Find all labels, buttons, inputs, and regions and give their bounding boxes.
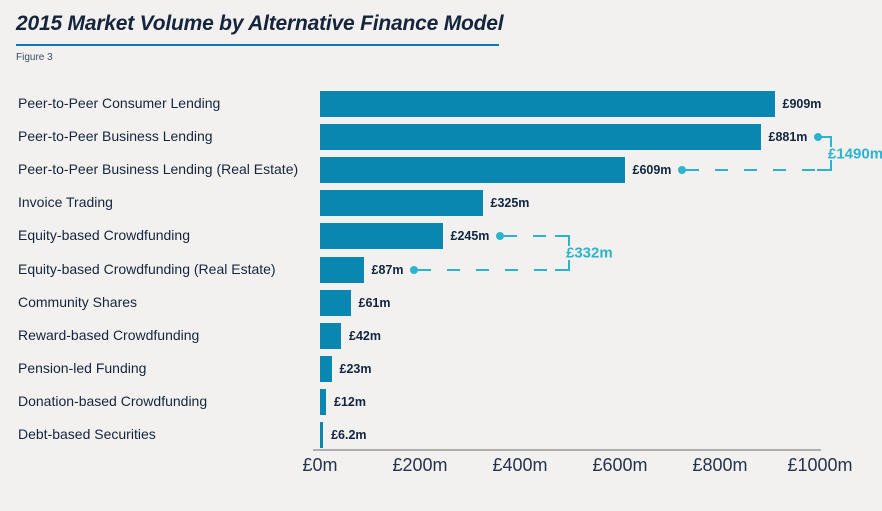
annotation-dot xyxy=(496,232,504,241)
annotation-bracket-corner xyxy=(555,268,570,271)
bar xyxy=(320,223,443,250)
x-axis-tick-label: £200m xyxy=(392,455,448,475)
title-underline xyxy=(16,44,499,46)
value-label: £245m xyxy=(450,229,490,244)
x-axis-tick-label: £800m xyxy=(692,455,748,475)
value-label: £881m xyxy=(768,130,808,145)
category-label: Equity-based Crowdfunding (Real Estate) xyxy=(18,260,276,277)
annotation-leader-line xyxy=(504,235,555,238)
bar xyxy=(320,322,341,349)
category-label: Pension-led Funding xyxy=(18,359,147,376)
annotation-total-label: £1490m xyxy=(828,145,882,163)
figure-label: Figure 3 xyxy=(16,52,53,63)
bar xyxy=(320,157,625,184)
value-label: £325m xyxy=(490,196,530,211)
bar xyxy=(320,124,761,151)
bar xyxy=(320,256,364,283)
category-label: Reward-based Crowdfunding xyxy=(18,326,200,343)
annotation-bracket-vertical xyxy=(830,160,832,172)
bar xyxy=(320,91,775,117)
annotation-bracket-vertical xyxy=(830,136,832,148)
value-label: £909m xyxy=(782,97,822,111)
value-label: £6.2m xyxy=(331,428,367,442)
annotation-total-label: £332m xyxy=(566,244,613,262)
value-label: £42m xyxy=(349,328,381,343)
annotation-bracket-vertical xyxy=(568,235,570,247)
annotation-bracket-corner xyxy=(555,235,570,238)
bar xyxy=(320,190,483,217)
annotation-bracket-corner xyxy=(817,169,832,172)
annotation-leader-line xyxy=(418,268,555,271)
x-axis-line xyxy=(313,449,821,451)
bar xyxy=(320,388,326,415)
category-label: Peer-to-Peer Business Lending (Real Esta… xyxy=(18,161,299,178)
category-label: Peer-to-Peer Business Lending xyxy=(18,128,213,145)
category-label: Invoice Trading xyxy=(18,194,113,211)
value-label: £23m xyxy=(339,361,372,376)
category-label: Peer-to-Peer Consumer Lending xyxy=(18,95,221,111)
annotation-bracket-vertical xyxy=(568,259,570,271)
bar xyxy=(320,289,351,316)
value-label: £12m xyxy=(334,394,366,409)
annotation-leader-line xyxy=(686,169,817,172)
category-label: Debt-based Securities xyxy=(18,426,156,442)
value-label: £609m xyxy=(632,163,672,178)
annotation-dot xyxy=(410,265,418,274)
category-label: Equity-based Crowdfunding xyxy=(18,227,190,244)
page-title: 2015 Market Volume by Alternative Financ… xyxy=(16,12,504,35)
x-axis-tick-label: £0m xyxy=(302,455,338,475)
value-label: £61m xyxy=(358,295,391,310)
annotation-bracket-corner xyxy=(817,136,832,139)
x-axis-tick-label: £600m xyxy=(592,455,648,475)
x-axis-tick-label: £400m xyxy=(492,455,548,475)
category-label: Donation-based Crowdfunding xyxy=(18,392,208,409)
value-label: £87m xyxy=(371,262,404,277)
category-label: Community Shares xyxy=(18,293,138,310)
bar xyxy=(320,422,324,448)
annotation-dot xyxy=(678,166,686,175)
x-axis-tick-label: £1000m xyxy=(787,455,853,475)
bar xyxy=(320,355,332,382)
